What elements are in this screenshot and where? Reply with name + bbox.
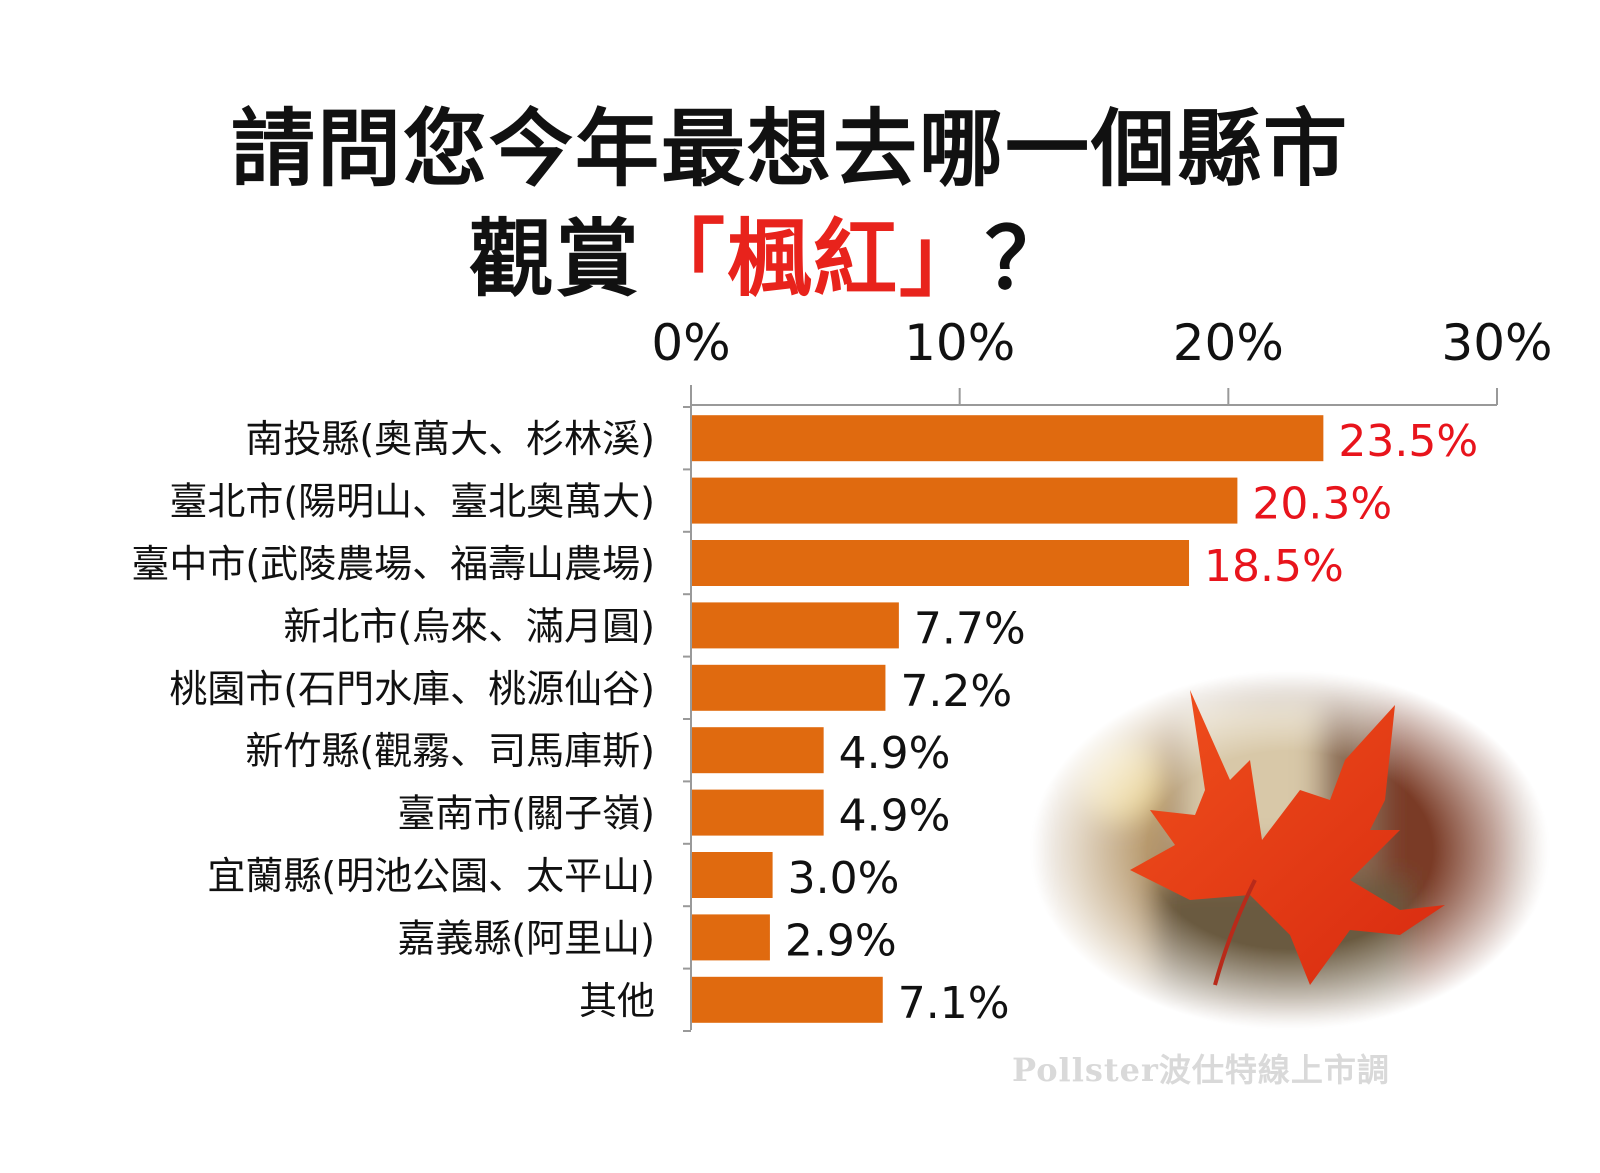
chart-title-line2: 觀賞「楓紅」？ [0, 192, 1570, 313]
value-label: 20.3% [1252, 479, 1392, 530]
category-label: 新竹縣(觀霧、司馬庫斯) [245, 729, 655, 773]
chart-title-line1: 請問您今年最想去哪一個縣市 [230, 100, 1349, 198]
category-label: 嘉義縣(阿里山) [397, 916, 655, 960]
bar [692, 415, 1324, 462]
category-label: 其他 [579, 979, 655, 1023]
category-label: 桃園市(石門水庫、桃源仙谷) [169, 667, 655, 711]
maple-leaf-icon [1130, 690, 1445, 985]
category-label: 臺中市(武陵農場、福壽山農場) [131, 542, 655, 586]
bar [692, 914, 770, 961]
bar [692, 976, 883, 1023]
category-label: 新北市(烏來、滿月圓) [283, 604, 655, 648]
bar [692, 852, 773, 898]
value-label: 7.1% [898, 978, 1010, 1029]
bar [692, 664, 886, 711]
category-label: 臺南市(關子嶺) [397, 792, 655, 836]
x-tick-label: 30% [1441, 314, 1552, 372]
bar [692, 540, 1190, 586]
value-label: 2.9% [785, 915, 897, 966]
value-label: 4.9% [839, 791, 951, 842]
category-label: 宜蘭縣(明池公園、太平山) [207, 854, 655, 898]
x-tick-label: 10% [904, 314, 1015, 372]
value-label: 23.5% [1338, 416, 1478, 467]
value-label: 7.7% [914, 603, 1026, 654]
bar [692, 477, 1238, 524]
bar [692, 602, 899, 649]
title-highlight: 「楓紅」 [640, 210, 985, 308]
title-prefix: 觀賞 [468, 210, 641, 308]
value-label: 18.5% [1204, 541, 1344, 592]
category-label: 南投縣(奧萬大、杉林溪) [245, 417, 655, 461]
bar [692, 727, 824, 774]
bar [692, 789, 824, 836]
x-tick-label: 20% [1173, 314, 1284, 372]
value-label: 4.9% [839, 728, 951, 779]
title-suffix: ？ [985, 210, 1072, 308]
category-label: 臺北市(陽明山、臺北奧萬大) [169, 480, 655, 524]
value-label: 7.2% [900, 666, 1012, 717]
maple-leaf-image [1030, 670, 1550, 1030]
watermark: Pollster波仕特線上市調 [1012, 1051, 1390, 1089]
maple-leaf-stem [1213, 879, 1257, 986]
value-label: 3.0% [788, 853, 900, 904]
x-tick-label: 0% [651, 314, 730, 372]
